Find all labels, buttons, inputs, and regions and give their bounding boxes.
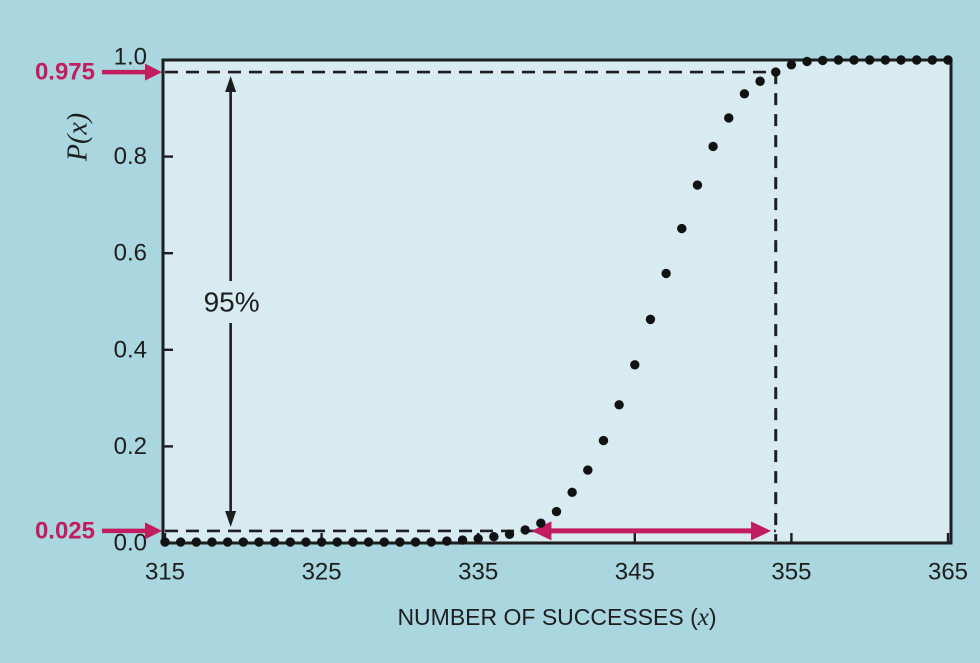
x-axis-tick-label: 335 bbox=[458, 559, 498, 586]
data-point bbox=[927, 55, 938, 65]
data-point bbox=[160, 537, 170, 547]
data-point bbox=[598, 435, 609, 446]
data-point bbox=[175, 537, 186, 547]
data-point bbox=[943, 55, 953, 65]
x-axis-tick-label: 345 bbox=[615, 559, 655, 586]
data-point bbox=[191, 537, 202, 547]
arrow-left-icon bbox=[531, 521, 552, 541]
data-point bbox=[865, 55, 875, 65]
lower-quantile-arrow-icon bbox=[145, 522, 162, 540]
data-point bbox=[410, 537, 421, 547]
data-point bbox=[771, 67, 781, 77]
data-point bbox=[504, 529, 515, 540]
upper-quantile-label: 0.975 bbox=[35, 59, 95, 86]
data-point bbox=[457, 535, 468, 545]
data-point bbox=[896, 55, 906, 65]
x-axis-tick-label: 355 bbox=[771, 559, 811, 586]
data-point bbox=[708, 141, 718, 152]
data-point bbox=[833, 55, 844, 65]
y-axis-tick-label: 1.0 bbox=[114, 44, 147, 71]
y-axis-tick-label: 0.6 bbox=[114, 240, 147, 267]
data-point bbox=[222, 537, 233, 547]
data-point bbox=[332, 537, 342, 547]
y-axis-tick-label: 0.4 bbox=[114, 336, 147, 363]
data-point bbox=[269, 537, 280, 547]
data-point bbox=[285, 537, 295, 547]
data-point bbox=[911, 55, 922, 65]
interval-percent-label: 95% bbox=[204, 287, 260, 318]
data-point bbox=[567, 487, 577, 497]
data-point bbox=[316, 537, 327, 547]
y-axis-tick-label: 0.2 bbox=[114, 433, 147, 460]
data-point bbox=[724, 113, 734, 123]
x-axis-title: NUMBER OF SUCCESSES (x) bbox=[397, 604, 716, 631]
data-point bbox=[583, 465, 593, 475]
data-point bbox=[363, 537, 374, 547]
data-point bbox=[755, 76, 765, 86]
data-point bbox=[536, 518, 546, 528]
data-point bbox=[630, 360, 640, 370]
data-point bbox=[677, 223, 687, 234]
data-point bbox=[880, 55, 891, 65]
x-axis-tick-label: 365 bbox=[928, 559, 968, 586]
data-point bbox=[692, 180, 703, 190]
data-point bbox=[802, 56, 812, 67]
y-axis-tick-label: 0.0 bbox=[114, 530, 147, 557]
data-point bbox=[818, 55, 828, 66]
data-point bbox=[520, 525, 530, 535]
data-point bbox=[739, 89, 750, 99]
data-point bbox=[207, 537, 217, 547]
data-point bbox=[395, 537, 405, 547]
data-point bbox=[301, 537, 311, 547]
data-point bbox=[661, 268, 671, 279]
x-axis-tick-label: 315 bbox=[145, 559, 185, 586]
data-point bbox=[786, 60, 797, 70]
data-point bbox=[426, 537, 436, 547]
arrow-right-icon bbox=[751, 521, 772, 541]
arrow-up-icon bbox=[225, 76, 237, 92]
data-point bbox=[254, 537, 264, 547]
arrow-down-icon bbox=[225, 511, 237, 527]
data-point bbox=[238, 537, 248, 547]
y-axis-title: P(x) bbox=[63, 113, 94, 162]
lower-quantile-label: 0.025 bbox=[35, 517, 95, 544]
data-point bbox=[614, 400, 624, 410]
x-axis-tick-label: 325 bbox=[302, 559, 342, 586]
data-point bbox=[645, 314, 656, 325]
y-axis-tick-label: 0.8 bbox=[114, 143, 147, 170]
data-point bbox=[489, 532, 499, 542]
upper-quantile-arrow-icon bbox=[145, 63, 162, 81]
data-point bbox=[348, 537, 358, 547]
data-point bbox=[442, 536, 452, 546]
data-point bbox=[551, 506, 562, 517]
data-point bbox=[379, 537, 389, 547]
data-point bbox=[473, 533, 483, 544]
data-point bbox=[849, 55, 859, 65]
plot-area bbox=[161, 58, 953, 545]
